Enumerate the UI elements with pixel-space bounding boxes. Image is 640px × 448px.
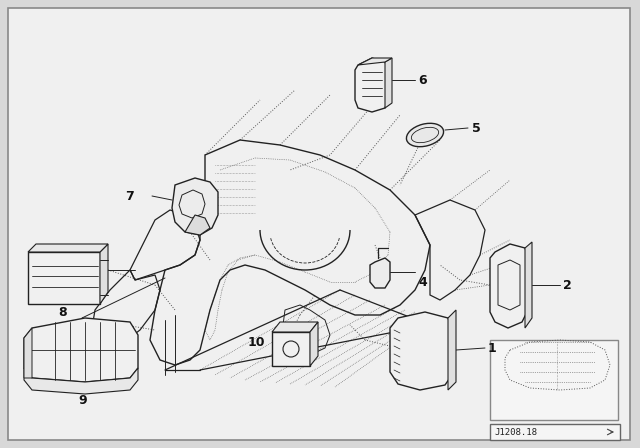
Text: 1: 1 xyxy=(488,341,497,354)
Polygon shape xyxy=(525,242,532,328)
Text: 2: 2 xyxy=(563,279,572,292)
Polygon shape xyxy=(310,322,318,366)
Text: 5: 5 xyxy=(472,121,481,134)
Polygon shape xyxy=(385,58,392,108)
Polygon shape xyxy=(24,328,32,378)
Text: 6: 6 xyxy=(418,73,427,86)
Polygon shape xyxy=(355,58,388,112)
Polygon shape xyxy=(448,310,456,390)
Polygon shape xyxy=(28,244,108,252)
Polygon shape xyxy=(370,258,390,288)
Bar xyxy=(272,332,310,366)
Ellipse shape xyxy=(406,123,444,146)
Polygon shape xyxy=(172,178,218,235)
Polygon shape xyxy=(185,215,210,235)
Text: J1208.18: J1208.18 xyxy=(494,427,537,436)
Text: 8: 8 xyxy=(58,306,67,319)
Polygon shape xyxy=(100,244,108,304)
Polygon shape xyxy=(390,312,452,390)
Polygon shape xyxy=(24,368,138,394)
Polygon shape xyxy=(272,322,318,332)
Text: 9: 9 xyxy=(78,393,86,406)
Text: 10: 10 xyxy=(248,336,266,349)
Polygon shape xyxy=(490,244,528,328)
Bar xyxy=(490,424,620,440)
Bar xyxy=(28,252,100,304)
Polygon shape xyxy=(358,58,392,65)
Bar xyxy=(490,340,618,420)
Polygon shape xyxy=(24,318,138,382)
Text: 7: 7 xyxy=(125,190,134,202)
Text: 4: 4 xyxy=(418,276,427,289)
